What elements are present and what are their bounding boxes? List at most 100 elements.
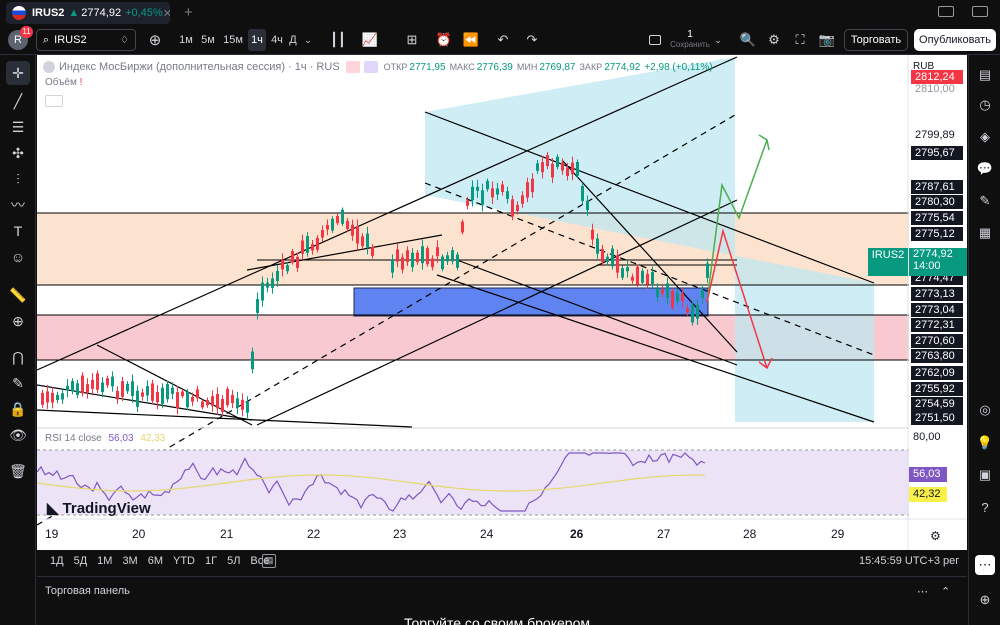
forecast-icon[interactable]: ⫶ [16, 170, 20, 187]
session-mode[interactable]: рег [943, 555, 960, 567]
range-button[interactable]: 5Л [227, 555, 241, 567]
fullscreen-icon[interactable]: ⛶ [795, 32, 805, 47]
brush-icon[interactable]: 〰 [11, 197, 25, 213]
eye-icon[interactable]: 👁 [9, 426, 27, 443]
chevron-down-icon[interactable]: ⌄ [304, 34, 312, 45]
watchlist-icon[interactable]: ▤ [978, 67, 992, 82]
clock-readout[interactable]: 15:45:59 UTC+3 [859, 555, 941, 567]
indicators-icon[interactable]: 📈 [361, 32, 379, 47]
alert-icon[interactable]: ⏰ [435, 32, 453, 47]
collapse-legend-icon[interactable] [45, 95, 63, 107]
ruler-icon[interactable]: 📏 [9, 286, 27, 303]
notes-icon[interactable]: ▣ [978, 467, 992, 482]
symbol-search-input[interactable]: ⌕ IRUS2 ♢ [36, 29, 136, 51]
interval-4h[interactable]: 4ч [271, 34, 283, 46]
candle-body [556, 156, 559, 167]
interval-15m[interactable]: 15м [223, 34, 243, 46]
interval-5m[interactable]: 5м [201, 34, 215, 46]
pattern-icon[interactable]: ✣ [12, 144, 24, 161]
text-icon[interactable]: T [13, 223, 23, 239]
trend-line-icon[interactable]: ╱ [13, 92, 23, 109]
range-button[interactable]: 5Д [73, 555, 88, 567]
range-button[interactable]: YTD [173, 555, 195, 567]
help-icon[interactable]: ? [981, 499, 989, 515]
zoom-icon[interactable]: ⊕ [12, 312, 24, 329]
window-icon[interactable] [938, 6, 954, 17]
fib-icon[interactable]: ☰ [11, 118, 25, 135]
interval-d[interactable]: Д [289, 34, 297, 46]
range-button[interactable]: 1Д [50, 555, 64, 567]
trading-panel-title[interactable]: Торговая панель [45, 585, 130, 597]
tradingview-logo[interactable]: ◣ TradingView [47, 499, 151, 517]
expand-icon[interactable]: ⊕ [979, 592, 991, 607]
layers-icon[interactable]: ◈ [980, 129, 990, 144]
target-icon[interactable]: ◎ [979, 402, 991, 417]
interval-1h-active[interactable]: 1ч [248, 29, 266, 51]
replay-icon[interactable]: ⏪ [462, 32, 480, 47]
camera-icon[interactable]: 📷 [818, 32, 836, 47]
calendar-icon[interactable]: ▦ [978, 225, 992, 240]
price-chart[interactable] [37, 55, 967, 550]
blue-box [353, 287, 709, 317]
screen-icon[interactable] [972, 6, 988, 17]
range-button[interactable]: 3М [122, 555, 138, 567]
date-range-icon[interactable]: ▤ [262, 554, 276, 568]
save-layout-button[interactable]: 1 Сохранить [670, 29, 710, 49]
range-button[interactable]: Все [250, 555, 270, 567]
layout-icon[interactable] [647, 29, 663, 51]
currency-label[interactable]: RUB [913, 61, 935, 72]
candle-body [201, 401, 204, 408]
chart-pane[interactable]: Индекс МосБиржи (дополнительная сессия) … [37, 55, 967, 550]
more-icon[interactable]: ⋯ [975, 555, 995, 575]
chat-icon[interactable]: 💬 [976, 161, 994, 176]
undo-icon[interactable]: ↶ [497, 32, 509, 47]
panel-collapse-icon[interactable]: ⌃ [941, 586, 951, 598]
low-value: 2769,87 [539, 61, 576, 73]
candle-body [606, 256, 609, 262]
candle-body [241, 399, 244, 410]
candle-body [176, 392, 179, 409]
volume-label[interactable]: Объём ! [45, 77, 83, 88]
lock-drawings-icon[interactable]: ✎ [12, 374, 24, 391]
high-value: 2776,39 [476, 61, 513, 73]
layout-chevron-icon[interactable]: ⌄ [714, 34, 722, 45]
candle-body [346, 221, 349, 229]
candle-body [701, 289, 704, 299]
candle-body [286, 265, 289, 272]
trade-button[interactable]: Торговать [844, 29, 908, 51]
lock-icon[interactable]: 🔒 [9, 400, 27, 417]
chart-legend: Индекс МосБиржи (дополнительная сессия) … [43, 61, 713, 73]
chart-settings-icon[interactable]: ⚙ [930, 529, 941, 543]
pen-icon[interactable]: ✎ [979, 193, 991, 208]
emoji-icon[interactable]: ☺ [10, 249, 26, 265]
candle-body [426, 248, 429, 265]
settings-icon[interactable]: ⚙ [768, 32, 780, 47]
quick-search-icon[interactable]: 🔍 [739, 32, 757, 47]
crosshair-icon[interactable]: ✛ [6, 61, 30, 85]
rsi-legend[interactable]: RSI 14 close 56,03 42,33 [45, 433, 165, 444]
magnet-icon[interactable]: ⋂ [12, 348, 24, 365]
candle-body [566, 167, 569, 177]
time-axis-label: 23 [393, 527, 407, 541]
interval-1m[interactable]: 1м [179, 34, 193, 46]
bulb-icon[interactable]: 💡 [976, 435, 994, 450]
close-tab-icon[interactable]: ✕ [162, 7, 170, 20]
publish-button[interactable]: Опубликовать [914, 29, 996, 51]
candles-icon[interactable]: ┃┃ [330, 32, 346, 47]
legend-title[interactable]: Индекс МосБиржи (дополнительная сессия) … [59, 61, 340, 73]
add-symbol-icon[interactable]: ⊕ [148, 32, 162, 49]
new-tab-icon[interactable]: + [184, 4, 193, 21]
range-button[interactable]: 1М [97, 555, 113, 567]
clock-icon[interactable]: ◷ [979, 97, 991, 112]
symbol-tab[interactable]: IRUS2 ▲ 2774,92 +0,45% ✕ [6, 2, 170, 24]
tv-logo-icon: ◣ [47, 500, 59, 517]
templates-icon[interactable]: ⊞ [406, 32, 418, 47]
price-axis-label: 2763,80 [911, 349, 963, 363]
redo-icon[interactable]: ↷ [526, 32, 538, 47]
candle-body [676, 292, 679, 302]
panel-menu-icon[interactable]: ⋯ [917, 586, 928, 598]
candle-body [246, 401, 249, 413]
trash-icon[interactable]: 🗑 [9, 462, 27, 479]
range-button[interactable]: 6М [147, 555, 163, 567]
range-button[interactable]: 1Г [205, 555, 218, 567]
